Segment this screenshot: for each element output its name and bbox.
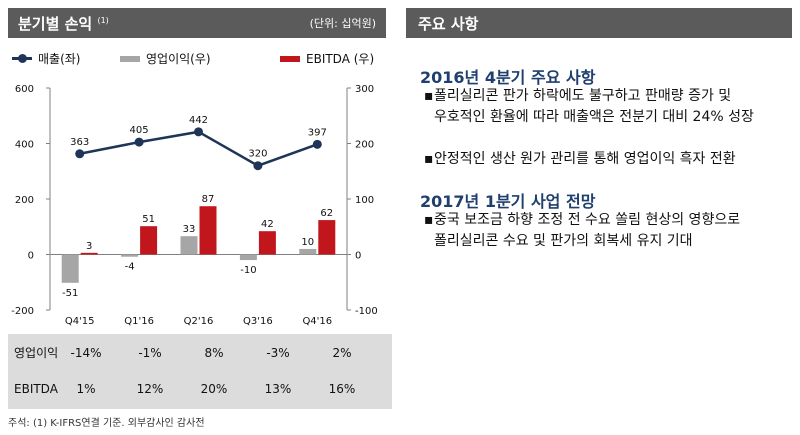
left-tick-label: 400 xyxy=(15,140,34,151)
legend-label-ebitda: EBITDA (우) xyxy=(306,52,375,66)
x-tick-label: Q1'16 xyxy=(124,316,154,327)
bullet-text-line: 폴리실리콘 수요 및 판가의 회복세 유지 기대 xyxy=(434,233,693,249)
right-tick-label: 0 xyxy=(355,251,361,262)
op-profit-data-label: -10 xyxy=(240,265,256,276)
sales-point xyxy=(134,137,144,147)
table-cell: -14% xyxy=(70,346,102,360)
section-heading-q1-2017: 2017년 1분기 사업 전망 xyxy=(420,192,596,211)
table-cell: 13% xyxy=(264,382,292,396)
row-label: 영업이익 xyxy=(14,346,59,360)
ebitda-bar xyxy=(80,252,98,255)
ebitda-data-label: 51 xyxy=(142,214,155,225)
chart-legend: 매출(좌) 영업이익(우) EBITDA (우) xyxy=(12,50,388,70)
margin-table: 영업이익 -14% -1% 8% -3% 2% EBITDA 1% 12% 20… xyxy=(8,334,392,409)
footnote: 주석: (1) K-IFRS연결 기준. 외부감사인 감사전 xyxy=(8,418,205,429)
right-tick-label: -100 xyxy=(355,306,378,317)
right-tick-label: 200 xyxy=(355,140,374,151)
bullet-text-line: 폴리실리콘 판가 하락에도 불구하고 판매량 증가 및 xyxy=(434,88,732,104)
table-cell: 20% xyxy=(200,382,228,396)
sales-point xyxy=(75,149,85,159)
quarterly-pl-chart: 600 400 200 0 -200 300 200 100 0 -100 -51 3 Q4'15 -4 5… xyxy=(11,84,378,327)
op-profit-bar xyxy=(180,236,198,255)
x-tick-label: Q4'15 xyxy=(65,316,95,327)
table-cell: 2% xyxy=(332,346,352,360)
x-tick-label: Q3'16 xyxy=(243,316,273,327)
x-tick-label: Q4'16 xyxy=(302,316,332,327)
ebitda-data-label: 3 xyxy=(86,241,92,252)
panel-title-text: 분기별 손익 xyxy=(18,14,93,33)
left-tick-label: 0 xyxy=(28,251,34,262)
ebitda-data-label: 87 xyxy=(202,194,215,205)
table-cell: -3% xyxy=(266,346,290,360)
bullet-marker-icon: ▪ xyxy=(424,212,434,228)
left-tick-label: 600 xyxy=(15,84,34,95)
op-profit-data-label: 10 xyxy=(301,237,314,248)
op-profit-data-label: -4 xyxy=(125,262,135,273)
left-tick-label: 200 xyxy=(15,195,34,206)
bullet-marker-icon: ▪ xyxy=(424,151,434,167)
table-cell: 1% xyxy=(76,382,96,396)
sales-data-label: 363 xyxy=(70,137,89,148)
sales-data-label: 320 xyxy=(248,149,267,160)
table-cell: -1% xyxy=(138,346,162,360)
bullet-marker-icon: ▪ xyxy=(424,88,434,104)
legend-item-sales: 매출(좌) xyxy=(12,50,80,67)
op-profit-bar xyxy=(61,254,79,283)
ebitda-bar xyxy=(199,206,217,255)
op-profit-data-label: -51 xyxy=(62,288,78,299)
red-bar-icon xyxy=(280,55,300,62)
op-profit-bar xyxy=(299,248,317,255)
panel-title: 분기별 손익 (1) xyxy=(18,13,109,34)
ebitda-bar xyxy=(258,231,276,255)
table-row-op-margin: 영업이익 -14% -1% 8% -3% 2% xyxy=(8,342,392,364)
ebitda-data-label: 42 xyxy=(261,219,274,230)
sales-point xyxy=(194,127,203,137)
right-tick-label: 100 xyxy=(355,195,374,206)
legend-label-sales: 매출(좌) xyxy=(38,52,81,66)
x-tick-label: Q2'16 xyxy=(184,316,214,327)
table-row-ebitda-margin: EBITDA 1% 12% 20% 13% 16% xyxy=(8,378,392,400)
bullet-item: ▪ 안정적인 생산 원가 관리를 통해 영업이익 흑자 전환 xyxy=(424,149,794,170)
right-panel-title: 주요 사항 xyxy=(418,14,479,33)
line-marker-icon xyxy=(12,54,32,63)
table-cell: 8% xyxy=(204,346,224,360)
right-tick-label: 300 xyxy=(355,84,374,95)
op-profit-bar xyxy=(121,254,139,257)
ebitda-bar xyxy=(140,226,158,255)
bullet-item: ▪ 중국 보조금 하향 조정 전 수요 쏠림 현상의 영향으로 폴리실리콘 수요… xyxy=(424,210,794,252)
sales-data-label: 397 xyxy=(308,127,327,138)
legend-item-op-profit: 영업이익(우) xyxy=(120,50,211,67)
bullet-text-line: 중국 보조금 하향 조정 전 수요 쏠림 현상의 영향으로 xyxy=(434,212,741,228)
sales-point xyxy=(312,139,322,149)
legend-item-ebitda: EBITDA (우) xyxy=(280,50,374,67)
ebitda-bar xyxy=(318,220,336,255)
bullet-item: ▪ 폴리실리콘 판가 하락에도 불구하고 판매량 증가 및 우호적인 환율에 따… xyxy=(424,86,794,128)
bullet-text-line: 우호적인 환율에 따라 매출액은 전분기 대비 24% 성장 xyxy=(434,109,754,125)
left-panel-header: 분기별 손익 (1) (단위: 십억원) xyxy=(8,8,386,38)
ebitda-data-label: 62 xyxy=(320,208,333,219)
bullet-text-line: 안정적인 생산 원가 관리를 통해 영업이익 흑자 전환 xyxy=(434,151,736,167)
right-panel-header: 주요 사항 xyxy=(406,8,792,38)
sales-point xyxy=(253,161,263,171)
unit-label: (단위: 십억원) xyxy=(309,17,376,30)
table-cell: 12% xyxy=(136,382,164,396)
sales-line xyxy=(79,130,318,168)
title-footnote-marker: (1) xyxy=(97,15,109,25)
gray-bar-icon xyxy=(120,55,140,62)
left-tick-label: -200 xyxy=(11,306,34,317)
row-label: EBITDA xyxy=(14,382,58,396)
table-cell: 16% xyxy=(328,382,356,396)
op-profit-bar xyxy=(239,254,257,261)
sales-data-label: 442 xyxy=(189,115,208,126)
sales-data-label: 405 xyxy=(130,125,149,136)
section-heading-q4-2016: 2016년 4분기 주요 사항 xyxy=(420,68,596,87)
op-profit-data-label: 33 xyxy=(183,224,196,235)
legend-label-op-profit: 영업이익(우) xyxy=(146,52,211,66)
